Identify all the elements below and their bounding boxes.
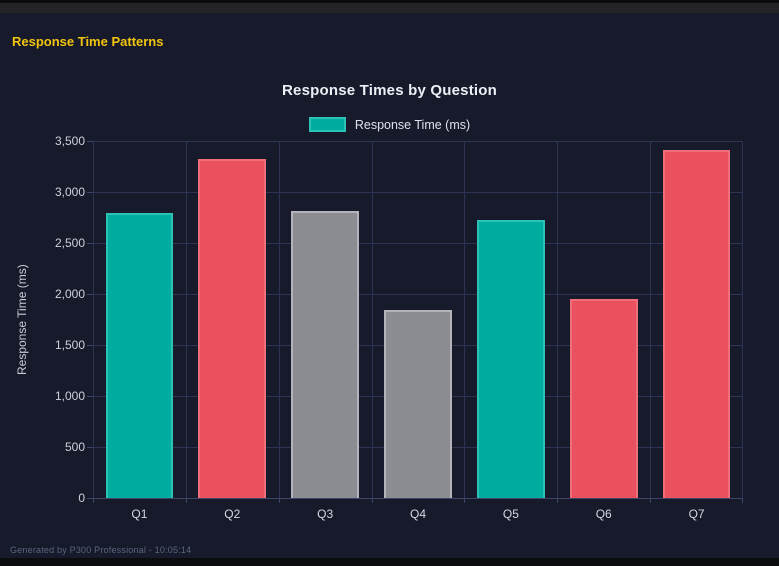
vertical-gridline bbox=[742, 141, 743, 498]
y-tick-mark bbox=[87, 294, 93, 295]
x-tick-label-q6: Q6 bbox=[595, 507, 612, 521]
y-tick-mark bbox=[87, 447, 93, 448]
x-tick-label-q5: Q5 bbox=[502, 507, 519, 521]
vertical-gridline bbox=[464, 141, 466, 498]
vertical-gridline bbox=[371, 141, 373, 498]
x-tick-mark bbox=[557, 498, 559, 503]
y-tick-label: 3,000 bbox=[54, 185, 85, 199]
x-tick-mark bbox=[464, 498, 466, 503]
report-page: Response Time Patterns Response Times by… bbox=[0, 13, 779, 558]
y-tick-mark bbox=[87, 243, 93, 244]
plot-area bbox=[87, 141, 743, 503]
footer-note: Generated by P300 Professional - 10:05:1… bbox=[10, 545, 192, 555]
y-tick-label: 2,500 bbox=[54, 236, 85, 250]
y-tick-mark bbox=[87, 141, 93, 142]
x-tick-label-q7: Q7 bbox=[688, 507, 705, 521]
x-axis-baseline bbox=[93, 498, 743, 499]
gridline bbox=[93, 243, 743, 244]
vertical-gridline bbox=[185, 141, 187, 498]
y-tick-mark bbox=[87, 498, 93, 499]
bar-column bbox=[372, 141, 465, 498]
gridline bbox=[93, 192, 743, 193]
legend-label: Response Time (ms) bbox=[354, 117, 471, 132]
page-title: Response Time Patterns bbox=[12, 34, 164, 49]
y-tick-label: 1,000 bbox=[54, 389, 85, 403]
legend-swatch bbox=[308, 117, 346, 132]
y-axis-title: Response Time (ms) bbox=[15, 264, 29, 375]
bar-column bbox=[93, 141, 186, 498]
y-tick-label: 3,500 bbox=[54, 134, 85, 148]
bar-column bbox=[464, 141, 557, 498]
bar-q2[interactable] bbox=[198, 159, 267, 498]
x-axis: Q1 Q2 Q3 Q4 Q5 Q6 Q7 bbox=[93, 498, 743, 526]
chart-body: Response Time (ms) 0 500 1,000 1,500 2,000 2,… bbox=[0, 134, 779, 526]
bars-layer bbox=[93, 141, 743, 498]
bar-q3[interactable] bbox=[291, 211, 360, 498]
x-tick-label-q4: Q4 bbox=[410, 507, 427, 521]
x-tick-mark bbox=[185, 498, 187, 503]
x-tick-mark bbox=[93, 498, 94, 503]
y-tick-label: 1,500 bbox=[54, 338, 85, 352]
bar-column bbox=[650, 141, 743, 498]
chart-title: Response Times by Question bbox=[282, 82, 497, 99]
bar-q6[interactable] bbox=[569, 299, 638, 498]
bar-column bbox=[557, 141, 650, 498]
bar-q4[interactable] bbox=[384, 310, 452, 498]
y-axis: 0 500 1,000 1,500 2,000 2,500 3,000 3,500 bbox=[44, 134, 93, 505]
plot-stack: Q1 Q2 Q3 Q4 Q5 Q6 Q7 bbox=[87, 141, 743, 526]
x-tick-mark bbox=[278, 498, 280, 503]
bar-q1[interactable] bbox=[105, 213, 174, 498]
bar-q5[interactable] bbox=[476, 219, 545, 498]
bar-column bbox=[186, 141, 279, 498]
x-tick-label-q1: Q1 bbox=[131, 507, 148, 521]
chart-panel: Response Times by Question Response Time… bbox=[0, 83, 779, 526]
y-tick-mark bbox=[87, 192, 93, 193]
vertical-gridline bbox=[278, 141, 280, 498]
vertical-gridline bbox=[650, 141, 652, 498]
x-tick-label-q3: Q3 bbox=[317, 507, 334, 521]
x-tick-label-q2: Q2 bbox=[224, 507, 241, 521]
y-tick-mark bbox=[87, 396, 93, 397]
gridline bbox=[93, 141, 743, 142]
window-top-bar bbox=[0, 0, 779, 13]
gridline bbox=[93, 294, 743, 295]
vertical-gridline bbox=[557, 141, 559, 498]
chart-legend[interactable]: Response Time (ms) bbox=[0, 117, 779, 132]
x-tick-mark bbox=[371, 498, 373, 503]
vertical-gridline bbox=[93, 141, 94, 498]
y-tick-label: 0 bbox=[78, 491, 85, 505]
bar-column bbox=[279, 141, 372, 498]
x-tick-mark bbox=[650, 498, 652, 503]
bar-q7[interactable] bbox=[662, 150, 731, 498]
y-tick-label: 2,000 bbox=[54, 287, 85, 301]
y-tick-mark bbox=[87, 345, 93, 346]
x-tick-mark bbox=[742, 498, 743, 503]
y-tick-label: 500 bbox=[64, 440, 85, 454]
